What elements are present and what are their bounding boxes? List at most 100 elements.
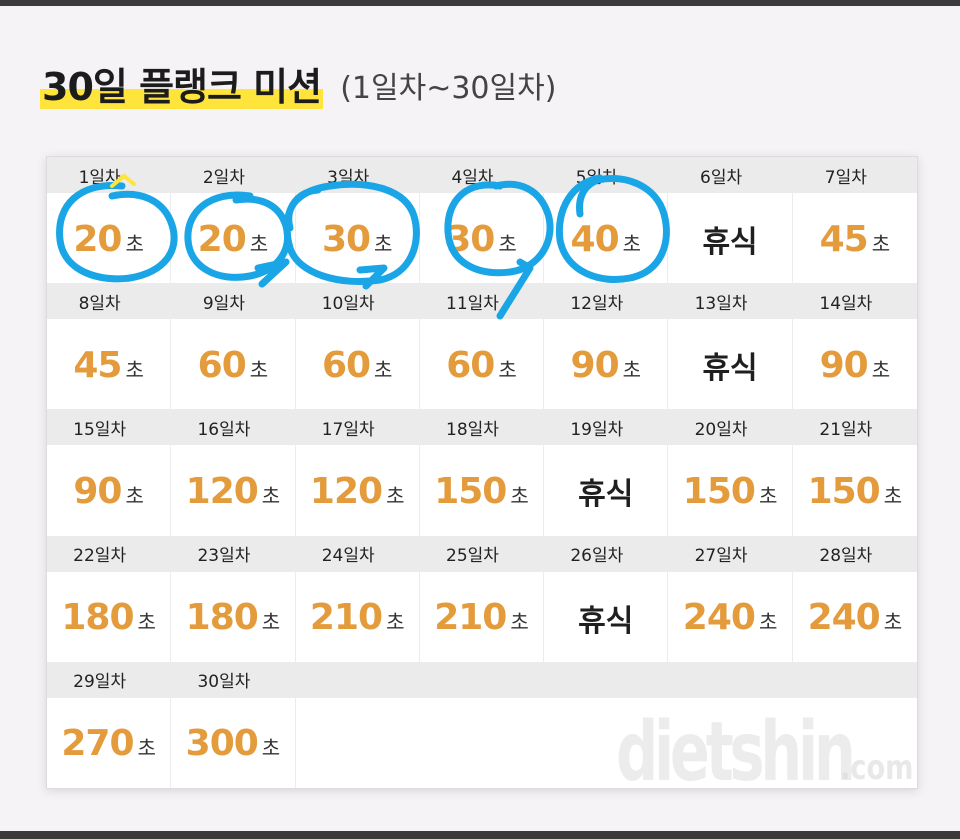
day-cell: 27일차 240 초 (668, 535, 793, 662)
day-label: 8일차 (47, 283, 171, 320)
top-border (0, 0, 960, 6)
day-value: 45 초 (793, 193, 917, 283)
day-label: 12일차 (544, 283, 668, 320)
day-label: 5일차 (544, 157, 668, 193)
seconds-unit: 초 (871, 231, 891, 256)
day-cell: 9일차 60 초 (171, 283, 296, 410)
day-label: 3일차 (295, 157, 419, 193)
day-cell: 8일차 45 초 (47, 283, 172, 410)
day-value: 40 초 (544, 193, 667, 283)
seconds-value: 20 (197, 218, 247, 260)
day-value: 60 초 (420, 319, 543, 409)
day-value: 240 초 (793, 572, 917, 662)
seconds-unit: 초 (249, 357, 269, 382)
empty-body (295, 697, 917, 788)
day-cell: 30일차 300 초 (171, 661, 296, 788)
day-value: 90 초 (47, 445, 170, 535)
day-label: 21일차 (792, 409, 917, 446)
seconds-value: 240 (682, 597, 756, 639)
rest-label: 휴식 (702, 351, 758, 387)
mission-table: 1일차 20 초 2일차 20 초 3일차 30 초 4일차 30 초 5일차 40 초 6일차 휴식 7일차 45… (46, 156, 918, 789)
day-value: 20 초 (171, 193, 294, 283)
seconds-unit: 초 (261, 736, 281, 761)
seconds-unit: 초 (883, 483, 903, 508)
seconds-value: 90 (819, 344, 869, 386)
day-value: 210 초 (420, 572, 543, 662)
header: 30일 플랭크 미션 (1일차~30일차) (40, 56, 556, 116)
day-value: 휴식 (668, 193, 791, 283)
day-value: 휴식 (544, 445, 667, 535)
seconds-value: 120 (185, 470, 259, 512)
day-cell: 29일차 270 초 (47, 661, 172, 788)
day-cell: 21일차 150 초 (792, 409, 917, 535)
seconds-value: 90 (73, 470, 122, 512)
day-label: 26일차 (544, 535, 668, 572)
day-value: 30 초 (296, 193, 419, 283)
rest-label: 휴식 (578, 477, 634, 513)
day-label: 25일차 (419, 535, 544, 572)
day-label: 1일차 (47, 157, 171, 193)
seconds-unit: 초 (374, 231, 393, 256)
day-value: 210 초 (296, 572, 419, 662)
seconds-unit: 초 (498, 357, 517, 382)
day-label: 20일차 (668, 409, 792, 446)
seconds-unit: 초 (137, 610, 156, 635)
page-title: 30일 플랭크 미션 (40, 56, 324, 111)
seconds-value: 180 (185, 597, 259, 639)
day-value: 180 초 (47, 572, 170, 662)
day-label: 15일차 (47, 409, 171, 446)
seconds-unit: 초 (498, 231, 517, 256)
day-cell: 18일차 150 초 (419, 409, 545, 536)
day-label: 9일차 (171, 283, 295, 320)
seconds-unit: 초 (871, 357, 891, 382)
day-label: 13일차 (668, 283, 792, 320)
day-value: 150 초 (793, 445, 917, 535)
seconds-value: 45 (819, 218, 869, 260)
day-value: 30 초 (420, 193, 543, 283)
day-cell: 7일차 45 초 (792, 157, 917, 283)
day-value: 150 초 (668, 445, 791, 535)
day-value: 60 초 (171, 319, 294, 409)
seconds-unit: 초 (758, 610, 778, 635)
day-label: 29일차 (47, 661, 171, 698)
seconds-value: 30 (321, 218, 371, 260)
day-label: 24일차 (295, 535, 419, 572)
seconds-unit: 초 (758, 483, 778, 508)
page-subtitle: (1일차~30일차) (340, 71, 557, 106)
seconds-value: 40 (570, 218, 620, 260)
day-cell: 20일차 150 초 (668, 409, 793, 536)
day-cell: 10일차 60 초 (295, 283, 420, 410)
seconds-value: 240 (807, 597, 881, 639)
day-label: 27일차 (668, 535, 792, 572)
day-label: 14일차 (792, 283, 917, 320)
seconds-unit: 초 (125, 231, 144, 256)
day-cell: 16일차 120 초 (171, 409, 296, 536)
seconds-value: 60 (446, 344, 495, 386)
seconds-value: 210 (434, 597, 507, 639)
seconds-value: 150 (682, 470, 756, 512)
day-cell: 12일차 90 초 (544, 283, 669, 410)
seconds-value: 150 (807, 470, 881, 512)
day-value: 45 초 (47, 319, 170, 409)
day-value: 60 초 (296, 319, 419, 409)
day-value: 120 초 (171, 445, 294, 535)
seconds-value: 180 (61, 597, 134, 639)
day-value: 휴식 (668, 319, 791, 409)
day-label: 23일차 (171, 535, 295, 572)
day-cell: 23일차 180 초 (171, 535, 296, 662)
day-label: 6일차 (668, 157, 792, 193)
day-value: 180 초 (171, 572, 294, 662)
day-value: 150 초 (420, 445, 543, 535)
rest-label: 휴식 (702, 225, 758, 261)
seconds-value: 60 (197, 344, 247, 386)
seconds-unit: 초 (137, 736, 156, 761)
day-value: 240 초 (668, 572, 791, 662)
day-label: 19일차 (544, 409, 668, 446)
bottom-border (0, 831, 960, 839)
day-value: 20 초 (47, 193, 170, 283)
seconds-value: 150 (434, 470, 507, 512)
seconds-value: 30 (446, 218, 495, 260)
day-cell: 26일차 휴식 (544, 535, 669, 662)
day-cell: 14일차 90 초 (792, 283, 917, 409)
